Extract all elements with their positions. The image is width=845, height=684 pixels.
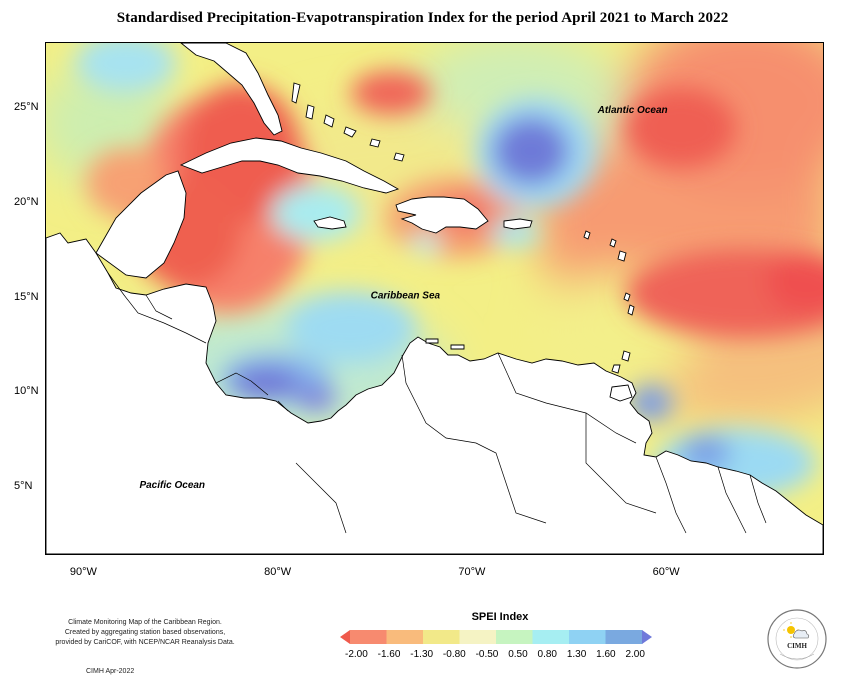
legend-label: 2.00 [625, 649, 645, 660]
legend-swatch [532, 630, 570, 644]
lat-tick-label: 5°N [14, 479, 33, 492]
lat-tick-label: 25°N [14, 101, 39, 114]
legend-swatch [386, 630, 424, 644]
cimh-logo: CIMH [767, 609, 827, 669]
sun-icon [787, 626, 795, 634]
legend-swatch [496, 630, 533, 644]
credits-line: Climate Monitoring Map of the Caribbean … [68, 619, 222, 626]
legend-swatch [423, 630, 460, 644]
lon-tick-label: 80°W [264, 566, 292, 578]
spei-map: Atlantic Ocean Caribbean Sea Pacific Ocean [45, 42, 824, 555]
ocean-label: Caribbean Sea [371, 291, 441, 302]
land-masses [46, 43, 823, 554]
legend-colorbar [340, 630, 652, 644]
legend-swatch [459, 630, 497, 644]
country-borders [107, 272, 767, 534]
legend-title: SPEI Index [471, 611, 529, 623]
legend-label: -1.30 [410, 649, 434, 660]
map-title: Standardised Precipitation-Evapotranspir… [116, 10, 729, 26]
legend-swatch [340, 630, 350, 644]
lon-tick-label: 60°W [652, 566, 680, 578]
logo-text: CIMH [787, 642, 807, 650]
credits-line: provided by CariCOF, with NCEP/NCAR Rean… [55, 639, 235, 646]
lat-tick-label: 20°N [14, 195, 39, 208]
credits-line: Created by aggregating station based obs… [64, 629, 226, 636]
issued-date: CIMH Apr-2022 [86, 668, 135, 675]
credits: Climate Monitoring Map of the Caribbean … [20, 618, 270, 648]
lat-tick-label: 15°N [14, 290, 39, 303]
legend-label: -0.50 [475, 649, 499, 660]
lon-tick-label: 70°W [458, 566, 486, 578]
legend-label: -2.00 [345, 649, 368, 660]
cloud-icon [792, 629, 810, 639]
legend-labels: -2.00 -1.60 -1.30 -0.80 -0.50 0.50 0.80 1.30 1.6… [345, 649, 645, 660]
legend-label: 0.50 [508, 649, 528, 660]
legend-label: -0.80 [442, 649, 466, 660]
legend-swatch [642, 630, 652, 644]
ocean-label: Atlantic Ocean [597, 105, 668, 116]
lon-tick-label: 90°W [69, 566, 97, 578]
legend-swatch [569, 630, 606, 644]
legend-swatch [350, 630, 387, 644]
legend-label: 1.60 [596, 649, 616, 660]
ocean-label: Pacific Ocean [139, 480, 205, 491]
spei-map-canvas: Atlantic Ocean Caribbean Sea Pacific Ocean [46, 43, 823, 554]
ocean-labels: Atlantic Ocean Caribbean Sea Pacific Ocean [139, 105, 667, 491]
legend-label: 0.80 [537, 649, 557, 660]
lat-tick-label: 10°N [14, 385, 39, 398]
legend-label: -1.60 [377, 649, 401, 660]
legend-label: 1.30 [566, 649, 587, 660]
legend-swatch [605, 630, 643, 644]
